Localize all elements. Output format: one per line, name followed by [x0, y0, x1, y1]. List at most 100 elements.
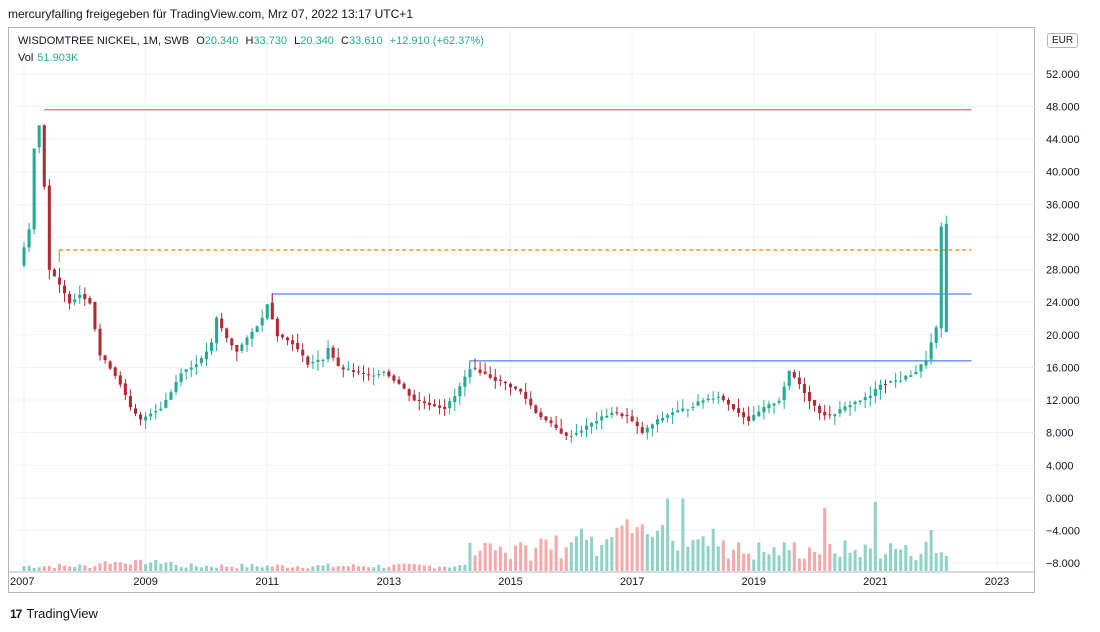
- candle-body: [762, 407, 766, 413]
- x-tick-label: 2017: [620, 576, 644, 588]
- candle-body: [498, 379, 502, 381]
- volume-bar: [747, 553, 751, 571]
- volume-bar: [118, 562, 122, 571]
- volume-bar: [93, 565, 97, 571]
- volume-bar: [716, 546, 720, 571]
- candle-body: [83, 294, 87, 300]
- x-tick-label: 2019: [742, 576, 766, 588]
- candle-body: [721, 395, 725, 400]
- volume-legend: Vol 51.903K: [18, 52, 78, 64]
- candle-body: [108, 361, 112, 369]
- candle-body: [640, 427, 644, 433]
- volume-bar: [691, 540, 695, 571]
- candle-body: [539, 412, 543, 418]
- volume-bar: [645, 534, 649, 571]
- volume-bar: [113, 561, 117, 571]
- volume-bar: [57, 564, 61, 571]
- candle-body: [584, 425, 589, 430]
- candle-body: [802, 384, 806, 393]
- candle-body: [336, 357, 340, 367]
- candle-body: [235, 344, 239, 352]
- candle-body: [291, 340, 295, 345]
- candle-body: [473, 367, 477, 369]
- candle-body: [42, 125, 46, 187]
- volume-bar: [194, 566, 198, 571]
- volume-bar: [686, 546, 690, 571]
- candle-body: [934, 327, 938, 343]
- volume-bar: [250, 564, 254, 571]
- volume-bar: [260, 567, 264, 571]
- y-tick-label: 12.000: [1046, 395, 1080, 407]
- candle-body: [184, 369, 188, 372]
- low-value: 20.340: [300, 35, 334, 47]
- candle-body: [655, 419, 659, 425]
- candle-body: [164, 400, 168, 408]
- candle-body: [772, 403, 776, 406]
- candle-body: [128, 395, 132, 408]
- candle-body: [813, 400, 817, 406]
- candle-body: [356, 371, 360, 373]
- high-value: 33.730: [253, 35, 288, 47]
- volume-bar: [661, 525, 665, 571]
- chart-frame[interactable]: [8, 27, 1035, 593]
- candle-body: [579, 430, 583, 433]
- currency-badge[interactable]: EUR: [1047, 33, 1079, 48]
- candle-body: [316, 359, 320, 362]
- candle-body: [341, 367, 345, 370]
- volume-bar: [174, 565, 178, 571]
- volume-bar: [924, 541, 928, 571]
- candle-body: [544, 416, 548, 421]
- volume-bar: [235, 568, 239, 571]
- volume-bar: [939, 552, 943, 571]
- candle-body: [944, 223, 948, 333]
- x-tick-label: 2021: [863, 576, 887, 588]
- candle-body: [98, 328, 102, 356]
- volume-bar: [878, 558, 882, 571]
- candle-body: [382, 371, 386, 373]
- candle-body: [468, 369, 472, 378]
- candle-body: [488, 374, 492, 378]
- change-value: +12.910 (+62.37%): [389, 35, 484, 47]
- candle-body: [149, 413, 153, 417]
- candle-body: [194, 364, 198, 368]
- volume-bar: [286, 567, 290, 571]
- volume-bar: [868, 548, 872, 571]
- volume-bar: [508, 559, 513, 571]
- candle-body: [265, 304, 269, 319]
- candle-body: [311, 361, 315, 364]
- volume-bar: [701, 536, 705, 571]
- volume-bar: [630, 532, 634, 571]
- y-tick-label: 20.000: [1046, 330, 1080, 342]
- volume-bar: [179, 567, 183, 571]
- volume-bar: [681, 498, 685, 571]
- tradingview-logo[interactable]: 17 TradingView: [10, 606, 98, 621]
- candle-body: [807, 392, 812, 402]
- candle-body: [858, 400, 862, 403]
- volume-bar: [853, 549, 857, 571]
- volume-bar: [27, 565, 31, 571]
- volume-bar: [676, 550, 680, 571]
- volume-bar: [787, 550, 791, 571]
- volume-bar: [128, 564, 132, 571]
- candle-body: [787, 370, 791, 387]
- volume-bar: [387, 567, 391, 571]
- candle-body: [331, 347, 335, 358]
- volume-label: Vol: [18, 52, 34, 64]
- candle-body: [635, 421, 639, 427]
- candle-body: [407, 389, 411, 396]
- volume-bar: [417, 564, 421, 571]
- candle-body: [595, 421, 599, 424]
- candle-body: [919, 364, 923, 372]
- volume-bar: [823, 508, 827, 571]
- candle-body: [63, 285, 67, 294]
- volume-bar: [392, 564, 396, 571]
- y-tick-label: 28.000: [1046, 265, 1080, 277]
- candle-body: [123, 383, 127, 396]
- candle-body: [569, 435, 573, 437]
- low-label: L: [294, 35, 301, 47]
- volume-bar: [534, 547, 538, 571]
- candle-body: [209, 342, 214, 352]
- volume-bar: [88, 568, 92, 571]
- candle-body: [711, 398, 715, 400]
